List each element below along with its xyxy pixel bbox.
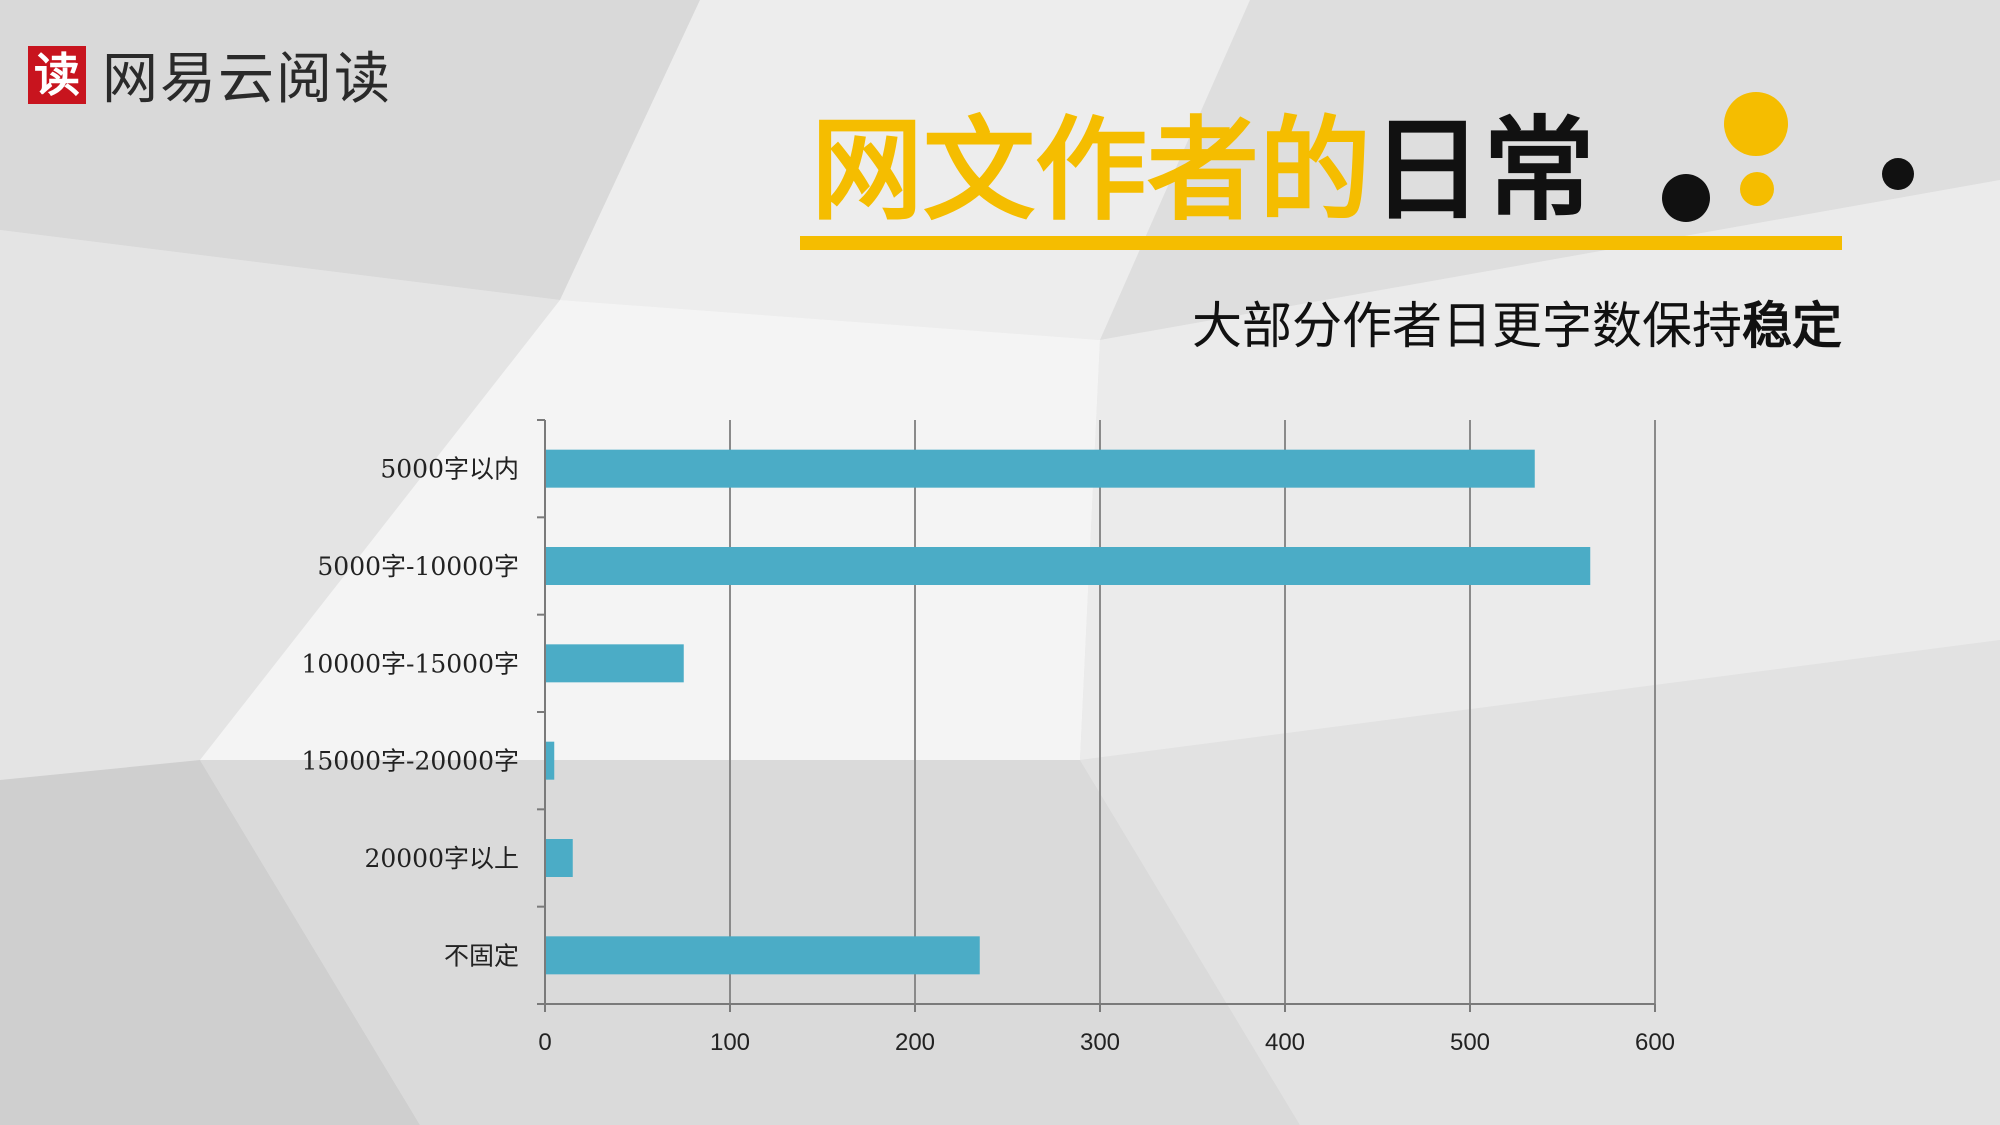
x-tick-label: 200 [895, 1029, 935, 1056]
x-tick-label: 300 [1080, 1029, 1120, 1056]
category-label: 不固定 [444, 941, 519, 970]
bar [546, 547, 1591, 585]
category-label: 20000字以上 [364, 844, 519, 873]
x-tick-label: 0 [538, 1029, 551, 1056]
title-highlight: 网文作者的 [811, 106, 1371, 236]
bar [546, 644, 684, 683]
title-underline [800, 236, 1842, 250]
x-tick-label: 500 [1450, 1029, 1490, 1056]
decorative-dot-yellow-large [1724, 92, 1788, 156]
x-tick-label: 600 [1635, 1029, 1675, 1056]
decorative-dot-yellow-small [1740, 172, 1774, 206]
decorative-dot-black [1662, 174, 1710, 222]
logo: 读 网易云阅读 [28, 34, 392, 115]
category-label: 5000字以内 [380, 455, 519, 484]
bar [546, 741, 555, 780]
title-rest: 日常 [1371, 106, 1595, 236]
bar [546, 449, 1535, 488]
category-label: 5000字-10000字 [317, 552, 519, 581]
page-title: 网文作者的日常 [811, 109, 1595, 233]
bar [546, 936, 980, 975]
subtitle-normal: 大部分作者日更字数保持 [1192, 297, 1742, 355]
category-label: 15000字-20000字 [301, 747, 519, 776]
x-tick-label: 100 [710, 1029, 750, 1056]
x-tick-label: 400 [1265, 1029, 1305, 1056]
logo-text: 网易云阅读 [102, 47, 392, 112]
subtitle: 大部分作者日更字数保持稳定 [1192, 286, 1842, 358]
logo-mark: 读 [28, 45, 86, 104]
decorative-dot-black-small [1882, 158, 1914, 190]
bar [546, 839, 573, 877]
category-label: 10000字-15000字 [301, 649, 519, 678]
subtitle-bold: 稳定 [1742, 297, 1842, 355]
